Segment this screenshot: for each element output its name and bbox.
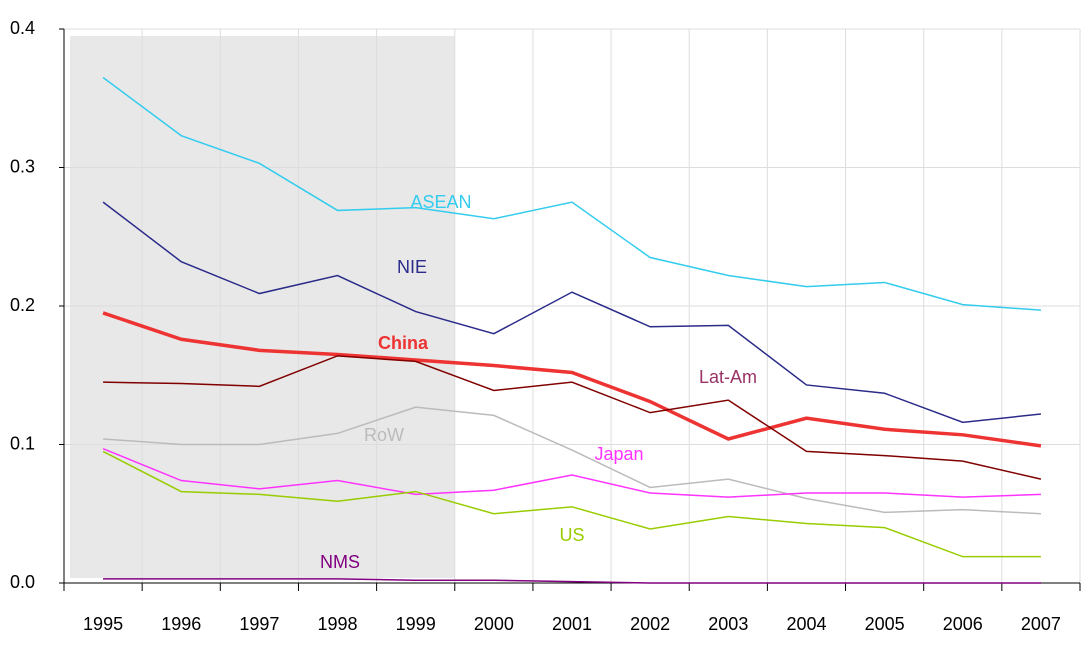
x-tick-label: 1998	[318, 614, 358, 634]
series-label: Japan	[594, 444, 643, 464]
x-tick-label: 1996	[161, 614, 201, 634]
series-line	[102, 76, 1041, 311]
series-line	[102, 311, 1042, 448]
y-tick-label: 0.2	[10, 295, 35, 315]
series-label: NIE	[397, 257, 427, 277]
series-label: ASEAN	[410, 192, 471, 212]
x-tick-label: 2002	[630, 614, 670, 634]
x-tick-label: 2005	[865, 614, 905, 634]
x-tick-label: 2001	[552, 614, 592, 634]
shaded-period	[70, 36, 455, 578]
series-line	[103, 406, 1041, 515]
y-tick-label: 0.0	[10, 572, 35, 592]
series-line	[103, 355, 1042, 480]
series-label: RoW	[364, 425, 404, 445]
series-label: NMS	[320, 552, 360, 572]
series-label: Lat-Am	[699, 367, 757, 387]
series-line	[102, 201, 1041, 424]
series-line	[102, 450, 1041, 558]
y-tick-label: 0.3	[10, 156, 35, 176]
x-tick-label: 2000	[474, 614, 514, 634]
x-tick-label: 1995	[83, 614, 123, 634]
x-tick-label: 2004	[786, 614, 826, 634]
y-tick-label: 0.4	[10, 18, 35, 38]
y-tick-label: 0.1	[10, 433, 35, 453]
x-tick-label: 2003	[708, 614, 748, 634]
series-line	[102, 447, 1041, 498]
series-line	[103, 578, 1041, 584]
x-tick-label: 2007	[1021, 614, 1061, 634]
series-label: US	[559, 525, 584, 545]
x-tick-label: 2006	[943, 614, 983, 634]
series-label: China	[378, 333, 429, 353]
x-tick-label: 1999	[396, 614, 436, 634]
x-tick-label: 1997	[239, 614, 279, 634]
